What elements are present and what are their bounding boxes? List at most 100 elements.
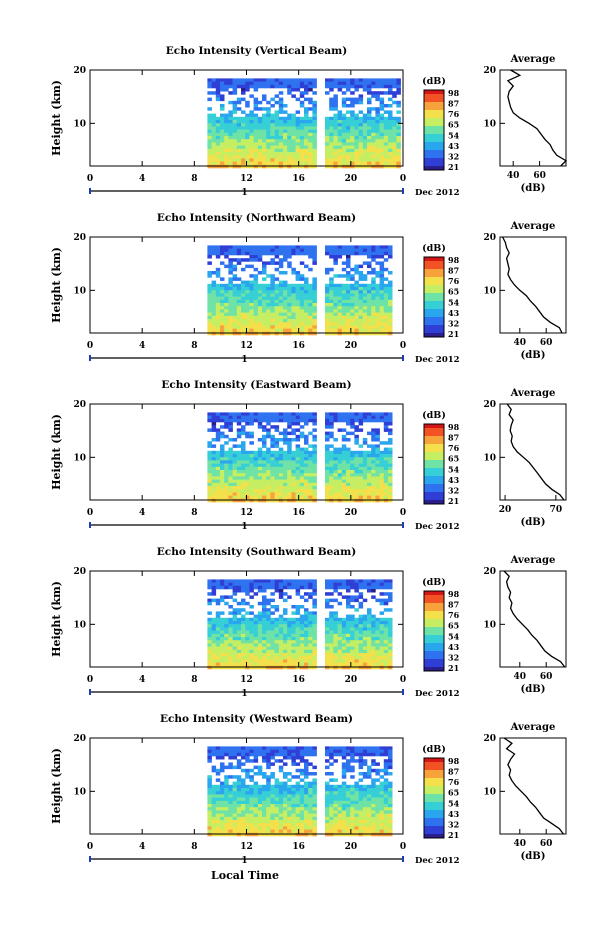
heatmap-cell [207,261,212,265]
heatmap-cell [304,826,309,830]
heatmap-cell [329,800,334,805]
heatmap-cell [215,479,221,484]
heatmap-cell [333,438,338,442]
heatmap-cell [224,287,229,291]
heatmap-cell [346,415,351,420]
heatmap-cell [350,139,355,143]
heatmap-cell [325,582,330,587]
heatmap-cell [228,746,233,750]
colorbar-swatch [424,438,444,441]
heatmap-cell [388,627,393,631]
heatmap-cell [274,328,280,333]
heatmap-cell [257,662,263,667]
heatmap-cell [287,659,292,663]
heatmap-cell [367,296,372,301]
heatmap-cell [266,585,271,590]
heatmap-cell [371,492,376,496]
heatmap-cell [287,630,292,635]
heatmap-cell [270,315,275,320]
heatmap-cell [337,482,343,487]
colorbar-tick-label: 98 [448,589,460,599]
heatmap-cell [350,277,355,281]
heatmap-cell [388,299,393,304]
heatmap-cell [291,775,296,779]
heatmap-cell [249,617,254,622]
heatmap-cell [291,248,296,253]
heatmap-cell [379,495,385,500]
heatmap-cell [379,598,385,603]
heatmap-cell [312,145,317,150]
heatmap-cell [215,756,221,760]
heatmap-cell [299,331,305,336]
heatmap-cell [228,466,233,471]
heatmap-cell [228,315,233,320]
heatmap-cell [245,829,250,834]
heatmap-cell [354,325,359,329]
heatmap-cell [278,104,284,108]
heatmap-cell [325,454,330,458]
heatmap-cell [362,152,368,156]
heatmap-cell [207,823,212,827]
heatmap-cell [299,164,305,169]
heatmap-cell [287,653,292,657]
heatmap-cell [232,81,238,86]
heatmap-cell [346,418,351,423]
heatmap-cell [253,656,259,660]
heatmap-cell [379,643,385,647]
heatmap-cell [278,100,284,105]
heatmap-cell [304,136,309,140]
panel-5: Echo Intensity (Westward Beam)0 4 8 12 16 20 0… [50,713,567,866]
heatmap-cell [379,97,385,102]
heatmap-cell [295,489,301,493]
heatmap-cell [329,129,334,134]
heatmap-cell [371,589,376,593]
heatmap-cell [220,633,225,638]
heatmap-cell [350,293,355,297]
colorbar-swatch [424,478,444,481]
heatmap-cell [291,78,296,82]
heatmap-cell [270,633,275,638]
heatmap-cell [215,293,221,297]
heatmap-cell [253,331,259,336]
heatmap-cell [232,319,238,323]
heatmap-cell [325,283,330,288]
heatmap-cell [367,322,372,326]
heatmap-cell [341,306,347,310]
heatmap-cell [383,129,389,134]
heatmap-cell [367,132,372,137]
heatmap-cell [383,649,389,654]
heatmap-cell [375,290,380,294]
heatmap-cell [383,659,389,663]
colorbar-swatch [424,444,444,447]
colorbar-swatch [424,663,444,666]
heatmap-cell [333,807,338,811]
heatmap-cell [350,425,355,429]
heatmap-cell [291,653,296,657]
heatmap-cell [215,823,221,827]
heatmap-cell [274,816,280,821]
heatmap-cell [341,84,347,89]
heatmap-cell [333,784,338,789]
heatmap-cell [358,251,364,256]
heatmap-cell [358,659,364,663]
heatmap-cell [283,829,288,834]
heatmap-cell [241,280,246,285]
heatmap-cell [207,312,212,317]
heatmap-cell [346,447,351,452]
heatmap-cell [236,759,242,763]
heatmap-cell [207,820,212,824]
heatmap-cell [262,788,267,792]
heatmap-cell [329,605,334,609]
heatmap-cell [266,813,271,818]
heatmap-cell [249,813,254,818]
heatmap-cell [362,659,368,663]
heatmap-cell [299,832,305,837]
heatmap-cell [249,473,254,477]
heatmap-cell [270,280,275,285]
heatmap-cell [236,788,242,792]
heatmap-cell [266,800,271,805]
heatmap-cell [329,665,334,670]
heatmap-cell [253,749,259,754]
colorbar-swatch [424,470,444,473]
heatmap-cell [383,495,389,500]
